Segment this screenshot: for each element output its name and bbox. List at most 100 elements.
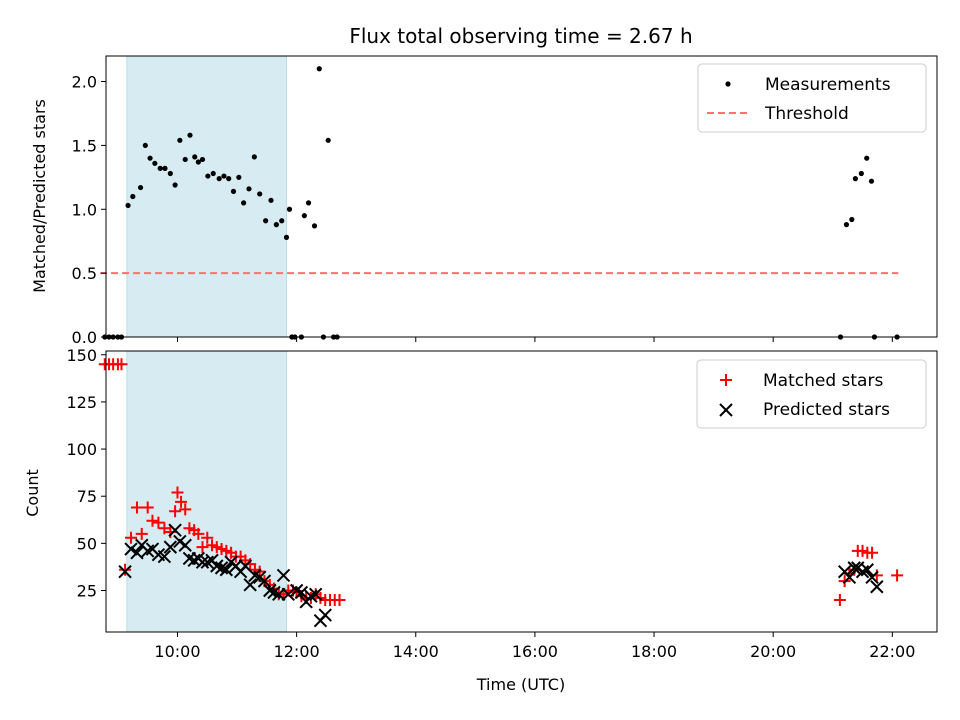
matched-star-point [115,358,128,371]
measurement-point [236,174,242,180]
x-tick-label: 14:00 [393,642,439,661]
matched-star-point [135,527,148,540]
y-tick-label: 1.0 [72,200,97,219]
y-tick-label: 100 [66,440,97,459]
predicted-star-point [860,563,875,577]
measurement-point [311,223,318,229]
predicted-star-point [276,568,291,583]
predicted-star-point [163,540,178,554]
x-tick-label: 18:00 [631,642,677,661]
predicted-star-point [308,587,323,601]
legend-marker-predicted [719,403,733,417]
measurement-point [226,176,232,182]
measurement-point [162,165,168,171]
predicted-star-point [178,538,192,552]
bottom-x-ticks: 10:00 12:00 14:00 16:00 18:00 20:00 22:00 [154,632,915,661]
matched-star-point [833,593,846,606]
x-axis-label: Time (UTC) [476,675,565,694]
top-panel: Flux total observing time = 2.67 h 0.00.… [30,24,938,347]
matched-star-point [119,563,132,576]
matched-star-point [196,541,209,554]
measurement-point [152,160,158,166]
measurement-point [843,222,850,228]
measurement-point [195,159,201,165]
predicted-star-point [157,549,172,564]
x-tick-label: 20:00 [750,642,796,661]
measurement-point [187,132,193,138]
measurement-point [849,216,855,223]
top-data-marks [100,66,900,340]
observing-window-shade-bottom [126,350,287,633]
y-tick-label: 150 [66,346,97,365]
measurement-point [199,156,206,163]
measurement-point [192,154,198,160]
legend-label-matched: Matched stars [763,371,883,391]
measurement-point [283,234,290,240]
x-tick-label: 22:00 [869,642,915,661]
measurement-point [130,193,136,200]
measurement-point [279,218,285,224]
matched-star-point [192,527,205,540]
predicted-star-point [168,523,182,537]
measurement-point [137,184,144,191]
measurement-point [864,155,870,161]
y-tick-label: 0.5 [72,264,97,283]
measurement-point [182,156,188,163]
measurement-point [216,176,222,182]
x-tick-label: 16:00 [512,642,558,661]
predicted-star-point [118,564,132,579]
y-tick-label: 75 [77,487,97,506]
measurement-point [241,200,247,206]
measurement-point [858,170,864,177]
bottom-y-axis-label: Count [23,469,42,517]
predicted-star-point [272,587,286,601]
measurement-point [325,137,331,143]
measurement-point [205,173,211,179]
measurement-point [221,173,227,179]
measurement-point [257,191,263,197]
bottom-y-ticks: 25 50 75 100 125 150 [66,346,106,601]
matched-star-point [891,569,904,582]
measurement-point [852,176,858,182]
predicted-star-point [130,546,144,560]
matched-star-point [171,486,184,499]
y-tick-label: 125 [66,393,97,412]
bottom-panel: 25 50 75 100 125 150 10:00 12:00 14:00 16:00 18:0… [23,346,938,694]
x-tick-label: 12:00 [274,642,320,661]
predicted-star-point [219,563,234,577]
measurement-point [246,186,252,192]
legend-label-predicted: Predicted stars [763,400,890,420]
measurement-point [125,202,131,209]
predicted-star-point [847,561,861,575]
matched-star-point [141,501,154,514]
measurement-point [210,170,216,177]
matched-star-point [130,501,143,514]
measurement-point [177,137,183,143]
measurement-point [316,66,322,72]
measurement-point [142,142,148,149]
legend-marker-measurements [725,81,731,87]
top-legend: Measurements Threshold [697,63,927,133]
observing-window-shade [126,55,287,338]
matched-star-point [175,495,188,508]
predicted-star-point [257,574,272,588]
predicted-star-point [294,585,309,600]
matched-star-point [201,531,214,544]
matched-star-point [179,503,192,516]
measurement-point [251,154,257,160]
legend-marker-matched [720,374,732,386]
matched-star-point [866,546,879,559]
measurement-point [273,222,279,228]
matched-star-point [125,531,138,544]
measurement-point [305,200,312,206]
bottom-legend: Matched stars Predicted stars [696,359,927,429]
predicted-star-point [124,542,138,556]
top-y-axis-label: Matched/Predicted stars [30,99,49,293]
top-y-ticks: 0.0 0.5 1.0 1.5 2.0 [72,73,106,347]
y-tick-label: 0.0 [72,328,97,347]
measurement-point [230,188,237,194]
measurement-point [868,178,875,184]
y-tick-label: 2.0 [72,73,97,92]
y-tick-label: 25 [77,582,97,601]
